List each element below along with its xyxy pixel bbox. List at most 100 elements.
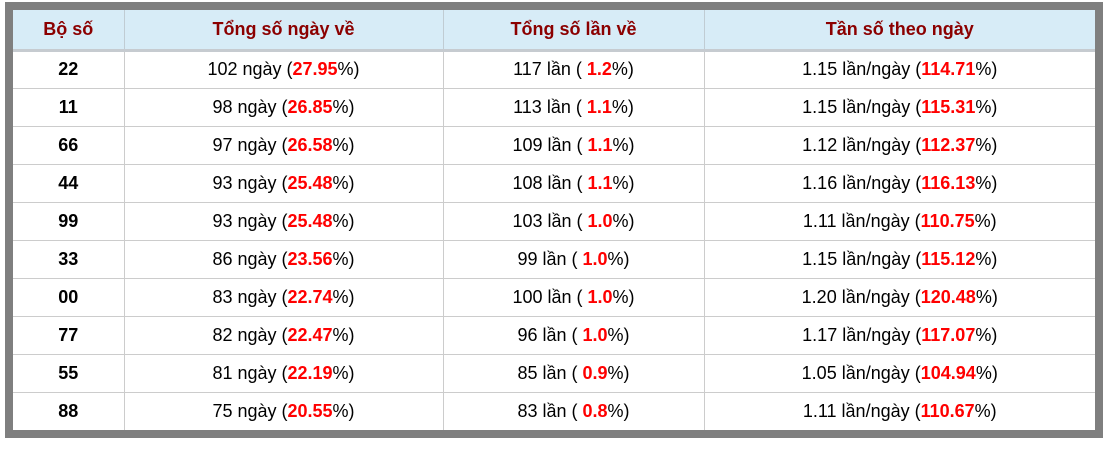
cell-text: 88 bbox=[58, 400, 79, 421]
freq-cell: 1.16 lần/ngày (116.13%) bbox=[703, 163, 1095, 203]
percent-value: 120.48 bbox=[920, 286, 976, 307]
pair-cell: 88 bbox=[13, 391, 125, 430]
cell-text: 1.11 lần/ngày ( bbox=[802, 400, 921, 421]
table-row: 66 97 ngày (26.58%) 109 lần ( 1.1%) 1.12 lầ… bbox=[13, 125, 1095, 165]
cell-text: 55 bbox=[58, 362, 79, 383]
cell-text: %) bbox=[607, 324, 630, 345]
freq-cell: 1.11 lần/ngày (110.75%) bbox=[703, 201, 1095, 241]
column-header-days: Tổng số ngày về bbox=[123, 10, 443, 52]
percent-value: 117.07 bbox=[921, 324, 976, 345]
percent-value: 1.1 bbox=[587, 134, 613, 155]
table-row: 99 93 ngày (25.48%) 103 lần ( 1.0%) 1.11 lầ… bbox=[13, 201, 1095, 241]
days-cell: 102 ngày (27.95%) bbox=[123, 50, 444, 89]
cell-text: %) bbox=[607, 400, 630, 421]
cell-text: %) bbox=[612, 286, 635, 307]
cell-text: %) bbox=[975, 172, 998, 193]
cell-text: 100 lần ( bbox=[512, 286, 588, 307]
table-row: 11 98 ngày (26.85%) 113 lần ( 1.1%) 1.15 lầ… bbox=[13, 87, 1095, 127]
days-cell: 75 ngày (20.55%) bbox=[123, 391, 444, 430]
cell-text: %) bbox=[974, 210, 997, 231]
cell-text: %) bbox=[975, 248, 998, 269]
cell-text: %) bbox=[612, 172, 635, 193]
lottery-pair-stats-table: Bộ số Tổng số ngày về Tổng số lần về Tần số… bbox=[13, 10, 1095, 430]
times-cell: 83 lần ( 0.8%) bbox=[442, 391, 705, 430]
cell-text: 22 bbox=[58, 59, 79, 79]
days-cell: 81 ngày (22.19%) bbox=[123, 353, 444, 393]
cell-text: 11 bbox=[58, 96, 78, 117]
percent-value: 110.75 bbox=[920, 210, 975, 231]
freq-cell: 1.15 lần/ngày (115.12%) bbox=[703, 239, 1095, 279]
days-cell: 93 ngày (25.48%) bbox=[123, 163, 444, 203]
table-body: 22 102 ngày (27.95%) 117 lần ( 1.2%) 1.15 l… bbox=[13, 50, 1095, 430]
table-header: Bộ số Tổng số ngày về Tổng số lần về Tần số… bbox=[13, 10, 1095, 52]
times-cell: 113 lần ( 1.1%) bbox=[442, 87, 705, 127]
percent-value: 22.19 bbox=[287, 362, 333, 383]
cell-text: 00 bbox=[58, 286, 79, 307]
cell-text: 93 ngày ( bbox=[212, 210, 288, 231]
column-header-pair: Bộ số bbox=[13, 10, 124, 52]
cell-text: 66 bbox=[58, 134, 79, 155]
header-row: Bộ số Tổng số ngày về Tổng số lần về Tần số… bbox=[13, 10, 1095, 52]
cell-text: 98 ngày ( bbox=[212, 96, 288, 117]
percent-value: 22.74 bbox=[287, 286, 333, 307]
table-row: 00 83 ngày (22.74%) 100 lần ( 1.0%) 1.20 lầ… bbox=[13, 277, 1095, 317]
cell-text: %) bbox=[332, 172, 355, 193]
cell-text: 103 lần ( bbox=[512, 210, 588, 231]
percent-value: 0.8 bbox=[582, 400, 608, 421]
cell-text: %) bbox=[332, 210, 355, 231]
cell-text: 33 bbox=[58, 248, 79, 269]
cell-text: 85 lần ( bbox=[517, 362, 583, 383]
table-row: 44 93 ngày (25.48%) 108 lần ( 1.1%) 1.16 lầ… bbox=[13, 163, 1095, 203]
cell-text: 1.05 lần/ngày ( bbox=[801, 362, 921, 383]
cell-text: 86 ngày ( bbox=[212, 248, 288, 269]
cell-text: 1.15 lần/ngày ( bbox=[802, 96, 922, 117]
cell-text: 1.16 lần/ngày ( bbox=[802, 172, 922, 193]
table-row: 33 86 ngày (23.56%) 99 lần ( 1.0%) 1.15 lần… bbox=[13, 239, 1095, 279]
cell-text: 108 lần ( bbox=[512, 172, 588, 193]
percent-value: 26.58 bbox=[287, 134, 333, 155]
freq-cell: 1.11 lần/ngày (110.67%) bbox=[703, 391, 1095, 430]
percent-value: 1.2 bbox=[586, 59, 612, 79]
table-row: 55 81 ngày (22.19%) 85 lần ( 0.9%) 1.05 lần… bbox=[13, 353, 1095, 393]
pair-cell: 11 bbox=[13, 87, 125, 127]
cell-text: 109 lần ( bbox=[512, 134, 588, 155]
percent-value: 116.13 bbox=[921, 172, 976, 193]
pair-cell: 00 bbox=[13, 277, 125, 317]
cell-text: 102 ngày ( bbox=[207, 59, 293, 79]
percent-value: 114.71 bbox=[921, 59, 976, 79]
freq-cell: 1.20 lần/ngày (120.48%) bbox=[703, 277, 1095, 317]
percent-value: 1.0 bbox=[587, 286, 613, 307]
days-cell: 86 ngày (23.56%) bbox=[123, 239, 444, 279]
stats-table-frame: Bộ số Tổng số ngày về Tổng số lần về Tần số… bbox=[5, 2, 1103, 438]
cell-text: 44 bbox=[58, 172, 79, 193]
cell-text: 83 ngày ( bbox=[212, 286, 288, 307]
days-cell: 93 ngày (25.48%) bbox=[123, 201, 444, 241]
days-cell: 97 ngày (26.58%) bbox=[123, 125, 444, 165]
cell-text: 1.11 lần/ngày ( bbox=[802, 210, 921, 231]
percent-value: 1.1 bbox=[587, 172, 613, 193]
days-cell: 98 ngày (26.85%) bbox=[123, 87, 444, 127]
cell-text: %) bbox=[332, 96, 355, 117]
freq-cell: 1.05 lần/ngày (104.94%) bbox=[703, 353, 1095, 393]
cell-text: 77 bbox=[58, 324, 79, 345]
pair-cell: 22 bbox=[13, 50, 125, 89]
pair-cell: 33 bbox=[13, 239, 125, 279]
cell-text: %) bbox=[975, 96, 998, 117]
table-row: 77 82 ngày (22.47%) 96 lần ( 1.0%) 1.17 lần… bbox=[13, 315, 1095, 355]
percent-value: 23.56 bbox=[287, 248, 333, 269]
cell-text: %) bbox=[612, 210, 635, 231]
column-header-freq: Tần số theo ngày bbox=[703, 10, 1095, 52]
cell-text: %) bbox=[612, 134, 635, 155]
cell-text: 1.20 lần/ngày ( bbox=[801, 286, 921, 307]
cell-text: %) bbox=[332, 400, 355, 421]
cell-text: %) bbox=[974, 400, 997, 421]
pair-cell: 55 bbox=[13, 353, 125, 393]
cell-text: %) bbox=[975, 324, 998, 345]
percent-value: 25.48 bbox=[287, 210, 333, 231]
cell-text: %) bbox=[611, 96, 634, 117]
percent-value: 1.0 bbox=[582, 324, 608, 345]
percent-value: 25.48 bbox=[287, 172, 333, 193]
column-header-times: Tổng số lần về bbox=[442, 10, 704, 52]
percent-value: 27.95 bbox=[292, 59, 338, 79]
times-cell: 103 lần ( 1.0%) bbox=[442, 201, 705, 241]
